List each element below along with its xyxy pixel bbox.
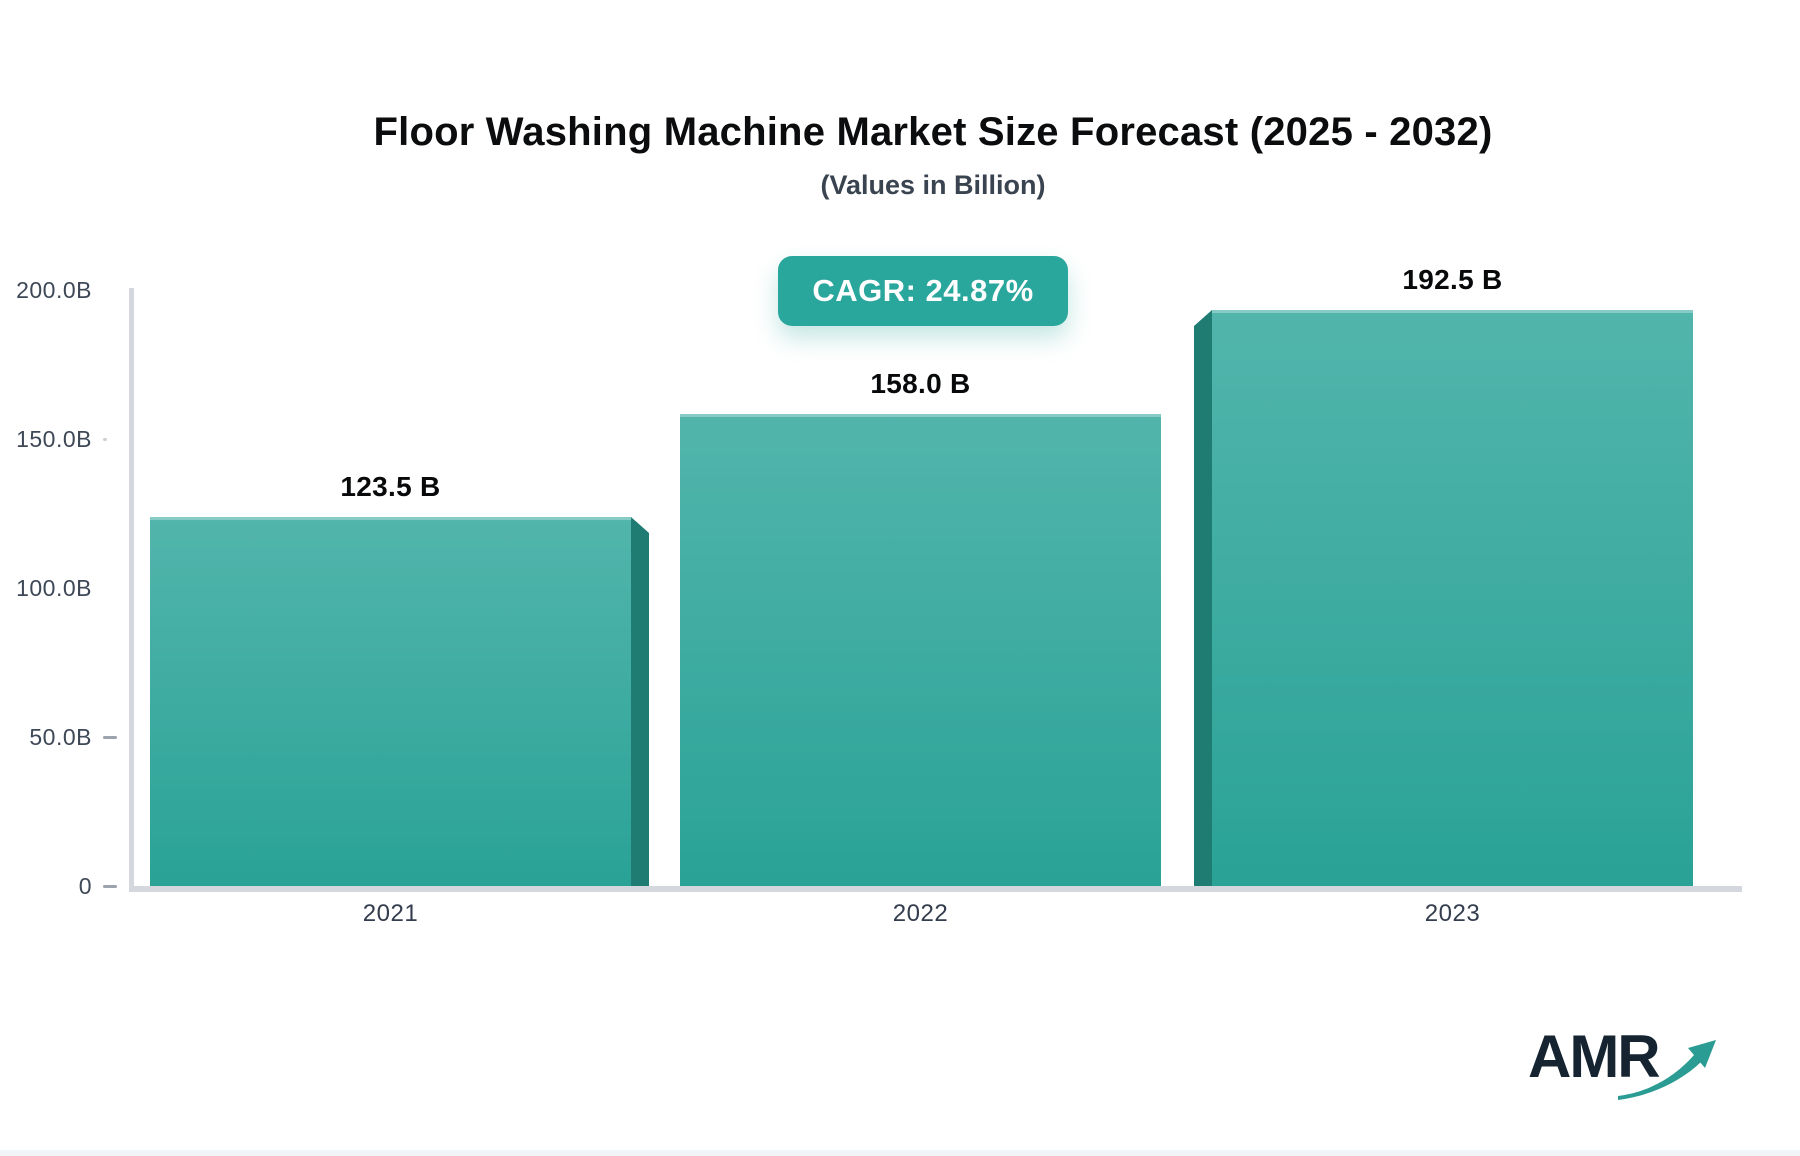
- y-axis-line: [129, 288, 134, 886]
- y-axis-tick-mark: [103, 885, 117, 888]
- footer-strip: [0, 1150, 1800, 1156]
- bar-2023: [1212, 310, 1693, 886]
- bar-value-label: 158.0 B: [870, 368, 971, 399]
- amr-logo-text: AMR: [1528, 1023, 1661, 1090]
- x-axis-category-label: 2023: [1424, 900, 1481, 927]
- chart-subtitle: (Values in Billion): [820, 170, 1046, 200]
- y-axis-tick-label: 150.0B: [16, 426, 92, 452]
- cagr-badge: CAGR: 24.87%: [778, 256, 1068, 326]
- x-axis-baseline: [129, 886, 1742, 892]
- y-axis-tick-label: 200.0B: [16, 277, 92, 303]
- chart-title: Floor Washing Machine Market Size Foreca…: [373, 110, 1493, 154]
- trend-arrow-icon: [1618, 1040, 1716, 1100]
- bar-2022: [680, 414, 1161, 886]
- y-axis-tick-label: 0: [78, 873, 92, 899]
- x-axis-category-label: 2022: [892, 900, 949, 927]
- bar-value-label: 192.5 B: [1402, 264, 1503, 295]
- cagr-badge-label: CAGR: 24.87%: [812, 273, 1034, 308]
- x-axis-category-label: 2021: [362, 900, 419, 927]
- y-axis-tick-mark: [103, 438, 107, 441]
- y-axis-tick-mark: [103, 736, 117, 739]
- bar-3d-side-2023: [1194, 310, 1212, 886]
- bar-2021: [150, 517, 631, 886]
- bar-value-label: 123.5 B: [340, 471, 441, 502]
- y-axis-tick-label: 50.0B: [29, 724, 92, 750]
- bar-3d-side-2021: [631, 517, 649, 886]
- amr-logo: AMR: [1528, 1022, 1728, 1112]
- y-axis-tick-label: 100.0B: [16, 575, 92, 601]
